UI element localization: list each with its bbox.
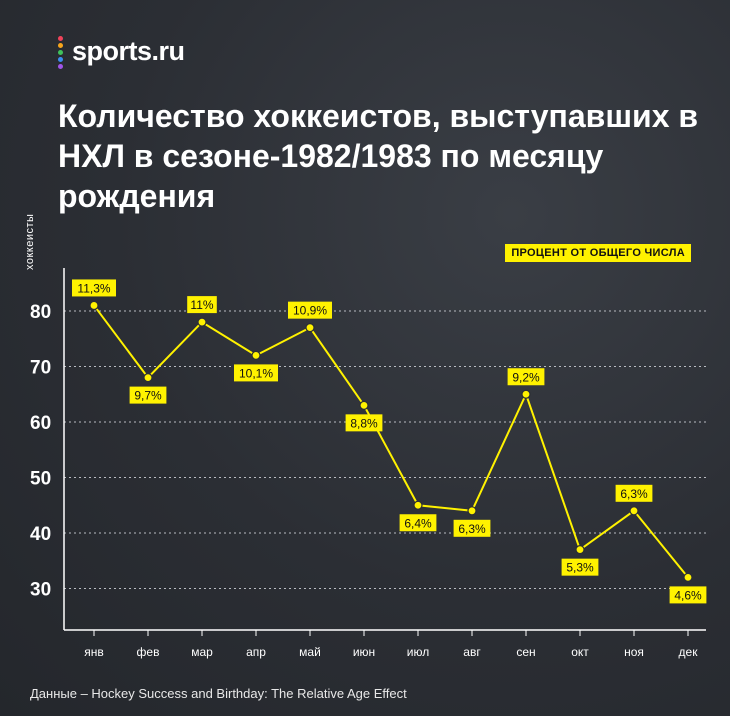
data-point [683, 572, 693, 583]
x-tick-label: дек [679, 645, 699, 659]
data-label: 11,3% [77, 281, 110, 295]
data-label-box [345, 414, 383, 432]
data-point [197, 317, 207, 327]
data-point [467, 506, 477, 516]
series-line [93, 304, 689, 579]
data-label-box [129, 386, 167, 404]
sports-ru-logo: sports.ru [56, 34, 185, 69]
x-tick-label: авг [463, 645, 481, 659]
data-label-box [234, 364, 278, 382]
data-label: 6,3% [620, 487, 648, 501]
y-tick-label: 50 [30, 469, 51, 490]
data-label-box [399, 514, 437, 532]
chart-title: Количество хоккеистов, выступавших в НХЛ… [58, 98, 699, 214]
legend-badge: ПРОЦЕНТ ОТ ОБЩЕГО ЧИСЛА [505, 244, 691, 262]
source-note: Данные – Hockey Success and Birthday: Th… [30, 686, 407, 701]
data-label-box [615, 484, 653, 502]
data-label: 11% [190, 298, 213, 312]
data-label: 9,7% [134, 389, 162, 403]
data-point [413, 500, 423, 510]
data-label-box [507, 368, 545, 386]
data-label-box [453, 519, 491, 537]
data-point [575, 545, 585, 555]
x-tick-label: сен [516, 645, 535, 659]
x-tick-label: апр [246, 645, 266, 659]
data-label: 5,3% [566, 561, 594, 575]
data-label: 6,3% [458, 522, 486, 536]
y-tick-label: 60 [30, 413, 51, 434]
data-label-box [669, 586, 707, 604]
x-tick-label: фев [137, 645, 160, 659]
y-tick-label: 70 [30, 358, 51, 379]
data-label-box [72, 279, 116, 297]
x-tick-label: мар [191, 645, 213, 659]
data-label-box [187, 296, 217, 314]
x-tick-label: июл [407, 645, 429, 659]
x-tick-label: июн [353, 645, 375, 659]
data-point [305, 323, 315, 333]
x-tick-label: май [299, 645, 321, 659]
data-point [143, 373, 153, 383]
x-tick-label: окт [571, 645, 589, 659]
data-label: 10,1% [239, 366, 273, 380]
x-tick-label: ноя [624, 645, 644, 659]
data-point [521, 389, 531, 399]
data-label: 9,2% [512, 370, 540, 384]
y-tick-label: 80 [30, 302, 51, 323]
data-label-box [561, 558, 599, 576]
data-point [629, 506, 639, 516]
data-point [89, 300, 99, 311]
y-tick-label: 30 [30, 580, 51, 601]
data-label-box [288, 301, 332, 319]
y-tick-label: 40 [30, 524, 51, 545]
data-label: 4,6% [674, 588, 702, 602]
data-point [251, 350, 261, 360]
data-label: 6,4% [404, 516, 432, 530]
brand-name: sports.ru [72, 35, 185, 66]
logo-dots-icon [56, 34, 66, 69]
data-label: 8,8% [350, 416, 378, 430]
x-tick-label: янв [84, 645, 104, 659]
data-label: 10,9% [293, 304, 327, 318]
data-point [359, 400, 369, 410]
